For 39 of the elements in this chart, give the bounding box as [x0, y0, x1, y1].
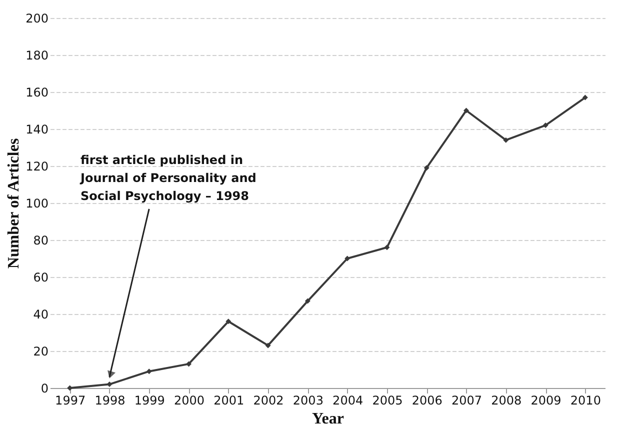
x-axis-title: Year: [312, 410, 344, 428]
y-tick-label: 200: [26, 12, 48, 26]
x-tick-label: 2005: [372, 394, 403, 408]
y-tick-label: 40: [33, 308, 48, 322]
y-tick-label: 140: [26, 122, 48, 136]
y-tick-label: 0: [40, 382, 48, 396]
x-tick-label: 2009: [530, 394, 562, 408]
annotation: first article published in Journal of Personality and Social Psychology – 1998: [80, 152, 256, 203]
point: [344, 256, 350, 262]
y-tick-label: 20: [33, 344, 48, 358]
x-tick-label: 2002: [253, 394, 284, 408]
x-tick-label: 2006: [412, 394, 442, 408]
y-tick-label: 120: [26, 160, 48, 174]
y-tick-label: 60: [33, 270, 48, 284]
point: [542, 122, 548, 128]
point: [226, 318, 232, 324]
point: [384, 244, 390, 250]
y-tick-label: 160: [26, 86, 48, 100]
x-tick-label: 2000: [174, 394, 205, 408]
y-axis-title: Number of Articles: [6, 138, 23, 269]
x-tick-label: 2001: [214, 394, 244, 408]
y-tick-label: 180: [26, 48, 48, 62]
x-tick-label: 2008: [491, 394, 522, 408]
point: [582, 94, 588, 100]
x-tick-label: 2007: [451, 394, 482, 408]
point: [424, 165, 430, 171]
x-tick-label: 2003: [292, 394, 324, 408]
point: [265, 342, 271, 348]
y-tick-label: 100: [26, 196, 48, 210]
x-tick-label: 2010: [570, 394, 601, 408]
point: [503, 137, 509, 143]
point: [304, 298, 310, 304]
point: [146, 368, 152, 374]
point: [186, 361, 192, 367]
x-tick-label: 1999: [134, 394, 165, 408]
x-tick-label: 2004: [332, 394, 364, 408]
y-tick-label: 80: [33, 234, 48, 248]
x-tick-label: 1997: [55, 394, 86, 408]
x-tick-label: 1998: [94, 394, 126, 408]
